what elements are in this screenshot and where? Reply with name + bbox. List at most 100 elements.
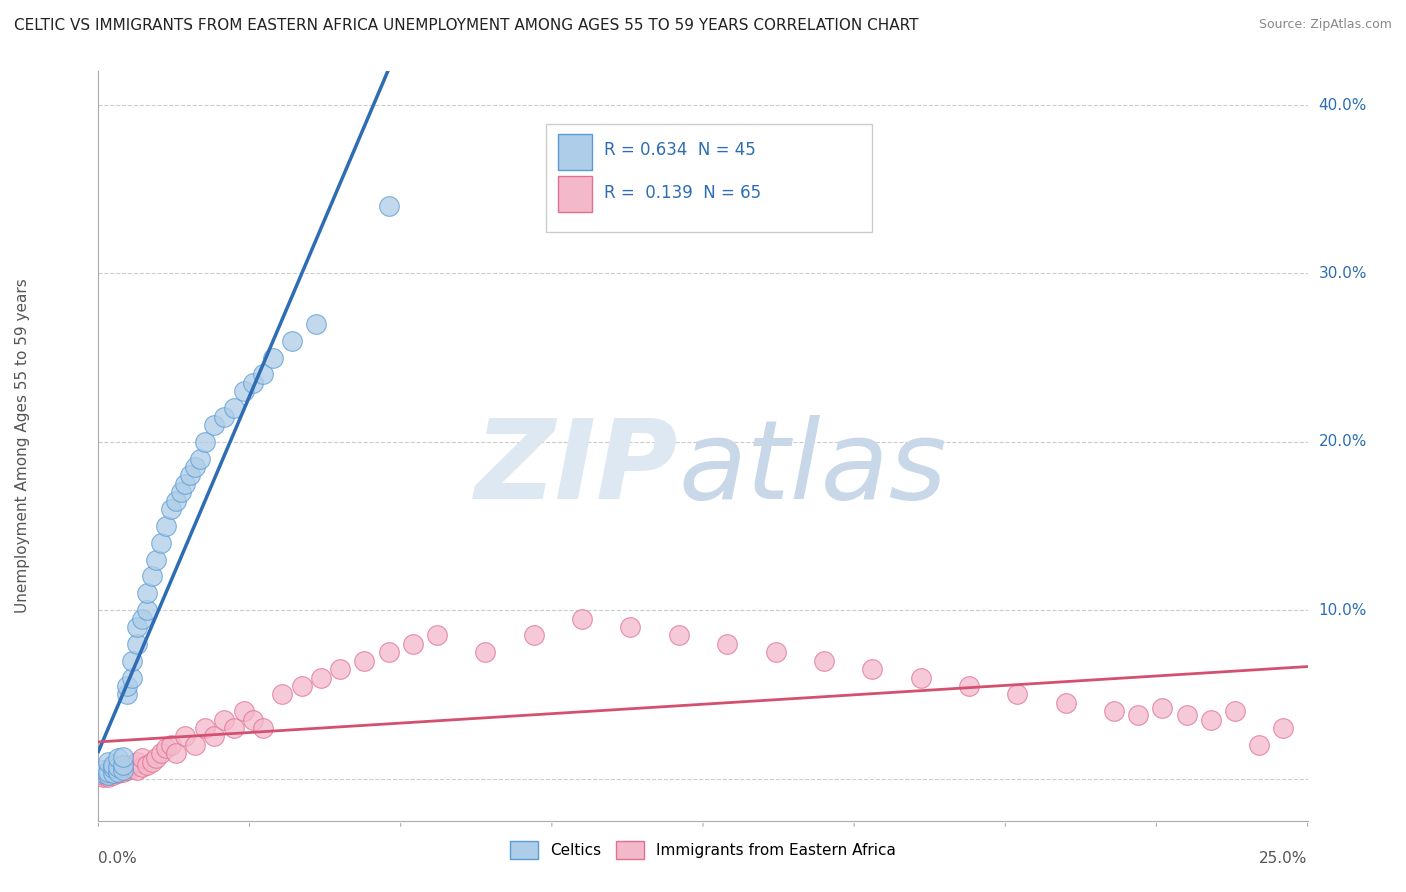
Point <box>194 434 217 449</box>
Point <box>135 603 157 617</box>
Point <box>377 199 399 213</box>
Point <box>523 628 546 642</box>
Text: R =  0.139  N = 65: R = 0.139 N = 65 <box>603 185 761 202</box>
Point <box>111 758 134 772</box>
Point <box>127 763 149 777</box>
Point <box>174 476 197 491</box>
Text: 40.0%: 40.0% <box>1319 97 1367 112</box>
Point <box>377 645 399 659</box>
Point <box>91 766 114 780</box>
Point <box>252 721 274 735</box>
Point <box>353 654 375 668</box>
Text: Source: ZipAtlas.com: Source: ZipAtlas.com <box>1258 18 1392 31</box>
Point <box>150 536 173 550</box>
Point <box>131 611 153 625</box>
Point <box>242 713 264 727</box>
Bar <box>558 135 592 170</box>
Point <box>160 502 183 516</box>
Point <box>121 758 143 772</box>
Point <box>111 763 134 777</box>
Point <box>169 485 191 500</box>
Point <box>155 519 177 533</box>
Point <box>204 730 226 744</box>
Point <box>97 766 120 780</box>
Point <box>127 755 149 769</box>
Point <box>97 770 120 784</box>
Point <box>117 760 139 774</box>
Point <box>101 768 124 782</box>
Point <box>165 746 187 760</box>
Point <box>155 741 177 756</box>
Text: 30.0%: 30.0% <box>1319 266 1367 281</box>
Point <box>121 671 143 685</box>
Point <box>716 637 738 651</box>
Point <box>194 721 217 735</box>
Point <box>111 749 134 764</box>
Text: atlas: atlas <box>679 415 948 522</box>
Text: CELTIC VS IMMIGRANTS FROM EASTERN AFRICA UNEMPLOYMENT AMONG AGES 55 TO 59 YEARS : CELTIC VS IMMIGRANTS FROM EASTERN AFRICA… <box>14 18 918 33</box>
Point <box>242 376 264 390</box>
Point <box>474 645 496 659</box>
Point <box>188 451 211 466</box>
Point <box>329 662 352 676</box>
Point <box>101 766 124 780</box>
Point <box>184 738 207 752</box>
Point <box>145 751 167 765</box>
Point <box>1054 696 1077 710</box>
Point <box>97 764 120 779</box>
Point <box>309 671 332 685</box>
Point <box>91 768 114 782</box>
Point <box>1152 701 1174 715</box>
Point <box>1007 687 1029 701</box>
Point <box>1272 721 1295 735</box>
Text: Unemployment Among Ages 55 to 59 years: Unemployment Among Ages 55 to 59 years <box>14 278 30 614</box>
Text: ZIP: ZIP <box>475 415 679 522</box>
Point <box>252 368 274 382</box>
Point <box>117 687 139 701</box>
Point <box>91 770 114 784</box>
Point <box>232 704 254 718</box>
Point <box>97 755 120 769</box>
Point <box>121 654 143 668</box>
Point <box>204 417 226 432</box>
Point <box>212 713 235 727</box>
Point <box>135 758 157 772</box>
Point <box>262 351 284 365</box>
Point <box>1128 707 1150 722</box>
Point <box>111 761 134 775</box>
Point <box>107 764 129 779</box>
Text: 0.0%: 0.0% <box>98 851 138 866</box>
Point <box>174 730 197 744</box>
Point <box>571 611 593 625</box>
Point <box>765 645 787 659</box>
Point <box>145 552 167 566</box>
Point <box>91 763 114 777</box>
Point <box>111 764 134 779</box>
Text: 20.0%: 20.0% <box>1319 434 1367 450</box>
Point <box>101 758 124 772</box>
Legend: Celtics, Immigrants from Eastern Africa: Celtics, Immigrants from Eastern Africa <box>503 835 903 865</box>
Point <box>910 671 932 685</box>
Point <box>97 768 120 782</box>
FancyBboxPatch shape <box>546 124 872 233</box>
Point <box>141 569 163 583</box>
Text: 25.0%: 25.0% <box>1260 851 1308 866</box>
Point <box>107 760 129 774</box>
Point <box>127 620 149 634</box>
Text: 10.0%: 10.0% <box>1319 603 1367 617</box>
Point <box>101 764 124 779</box>
Point <box>1223 704 1246 718</box>
Point <box>131 751 153 765</box>
Point <box>305 317 328 331</box>
Point <box>101 761 124 775</box>
Point <box>165 493 187 508</box>
Point <box>619 620 641 634</box>
Point <box>107 751 129 765</box>
Point <box>402 637 425 651</box>
Point <box>150 746 173 760</box>
Point <box>957 679 980 693</box>
Point <box>179 468 201 483</box>
Point <box>222 721 245 735</box>
Point <box>184 460 207 475</box>
Point <box>117 763 139 777</box>
